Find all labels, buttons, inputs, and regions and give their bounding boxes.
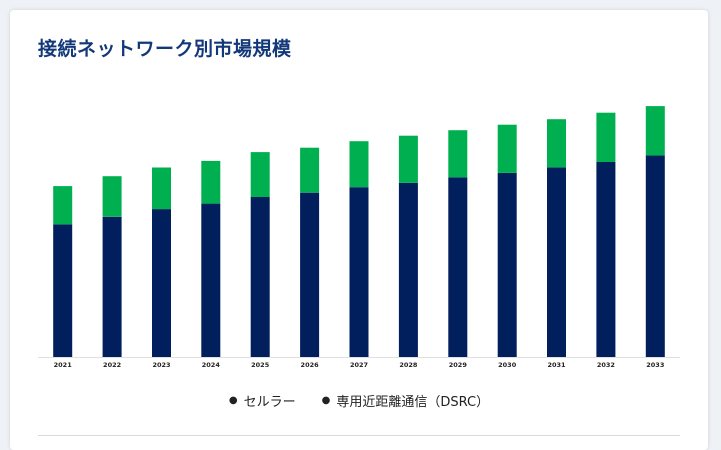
- bar-cellular-2025: [250, 197, 270, 357]
- bar-cellular-2022: [102, 216, 122, 357]
- bar-dsrc-2021: [53, 186, 73, 225]
- bar-dsrc-2029: [448, 130, 468, 178]
- bar-dsrc-2032: [596, 112, 616, 162]
- bar-cellular-2029: [448, 177, 468, 357]
- x-tick-label: 2021: [54, 361, 73, 369]
- bar-cellular-2033: [645, 155, 665, 357]
- bar-cellular-2023: [152, 209, 171, 357]
- x-tick-label: 2032: [597, 361, 615, 369]
- x-tick-label: 2023: [152, 361, 170, 369]
- divider: [38, 435, 680, 436]
- x-tick-label: 2029: [449, 361, 468, 369]
- x-tick-label: 2028: [399, 361, 418, 369]
- legend-dot-icon: ●: [228, 395, 238, 406]
- bar-dsrc-2031: [547, 119, 566, 168]
- legend-dot-icon: ●: [321, 395, 331, 406]
- bar-cellular-2021: [53, 224, 73, 357]
- x-tick-label: 2033: [646, 361, 664, 369]
- bar-cellular-2032: [596, 162, 616, 357]
- bar-cellular-2027: [349, 187, 369, 357]
- legend-item-dsrc: ● 専用近距離通信（DSRC）: [322, 391, 489, 410]
- x-tick-label: 2022: [103, 361, 121, 369]
- bar-dsrc-2028: [398, 135, 418, 183]
- chart-legend: ● セルラー ● 専用近距離通信（DSRC）: [10, 391, 708, 410]
- bar-cellular-2026: [300, 192, 320, 357]
- bar-dsrc-2026: [300, 147, 320, 193]
- bar-cellular-2028: [398, 182, 418, 357]
- bar-dsrc-2027: [349, 141, 369, 188]
- bar-dsrc-2025: [250, 152, 270, 197]
- x-tick-label: 2030: [498, 361, 517, 369]
- bar-chart: 2021 2022 2023 2024 2025 2026 2027 2028 2029 2030…: [38, 106, 680, 369]
- bar-dsrc-2023: [152, 167, 171, 210]
- x-tick-label: 2031: [547, 361, 566, 369]
- x-tick-label: 2026: [301, 361, 320, 369]
- legend-label-cellular: セルラー: [243, 395, 296, 410]
- bar-dsrc-2024: [201, 160, 221, 204]
- legend-item-cellular: ● セルラー: [229, 391, 296, 410]
- chart-card: 接続ネットワーク別市場規模 2021 2022 2023 2024 2025 2026 20…: [10, 10, 708, 450]
- x-tick-label: 2025: [251, 361, 270, 369]
- x-tick-label: 2024: [202, 361, 221, 369]
- bar-dsrc-2030: [497, 124, 517, 173]
- bar-cellular-2024: [201, 203, 221, 357]
- chart-title: 接続ネットワーク別市場規模: [38, 38, 292, 60]
- x-tick-label: 2027: [350, 361, 368, 369]
- bar-dsrc-2022: [102, 176, 122, 217]
- bar-dsrc-2033: [645, 106, 665, 156]
- bar-cellular-2031: [547, 167, 566, 357]
- bar-cellular-2030: [497, 172, 517, 357]
- legend-label-dsrc: 専用近距離通信（DSRC）: [336, 395, 490, 410]
